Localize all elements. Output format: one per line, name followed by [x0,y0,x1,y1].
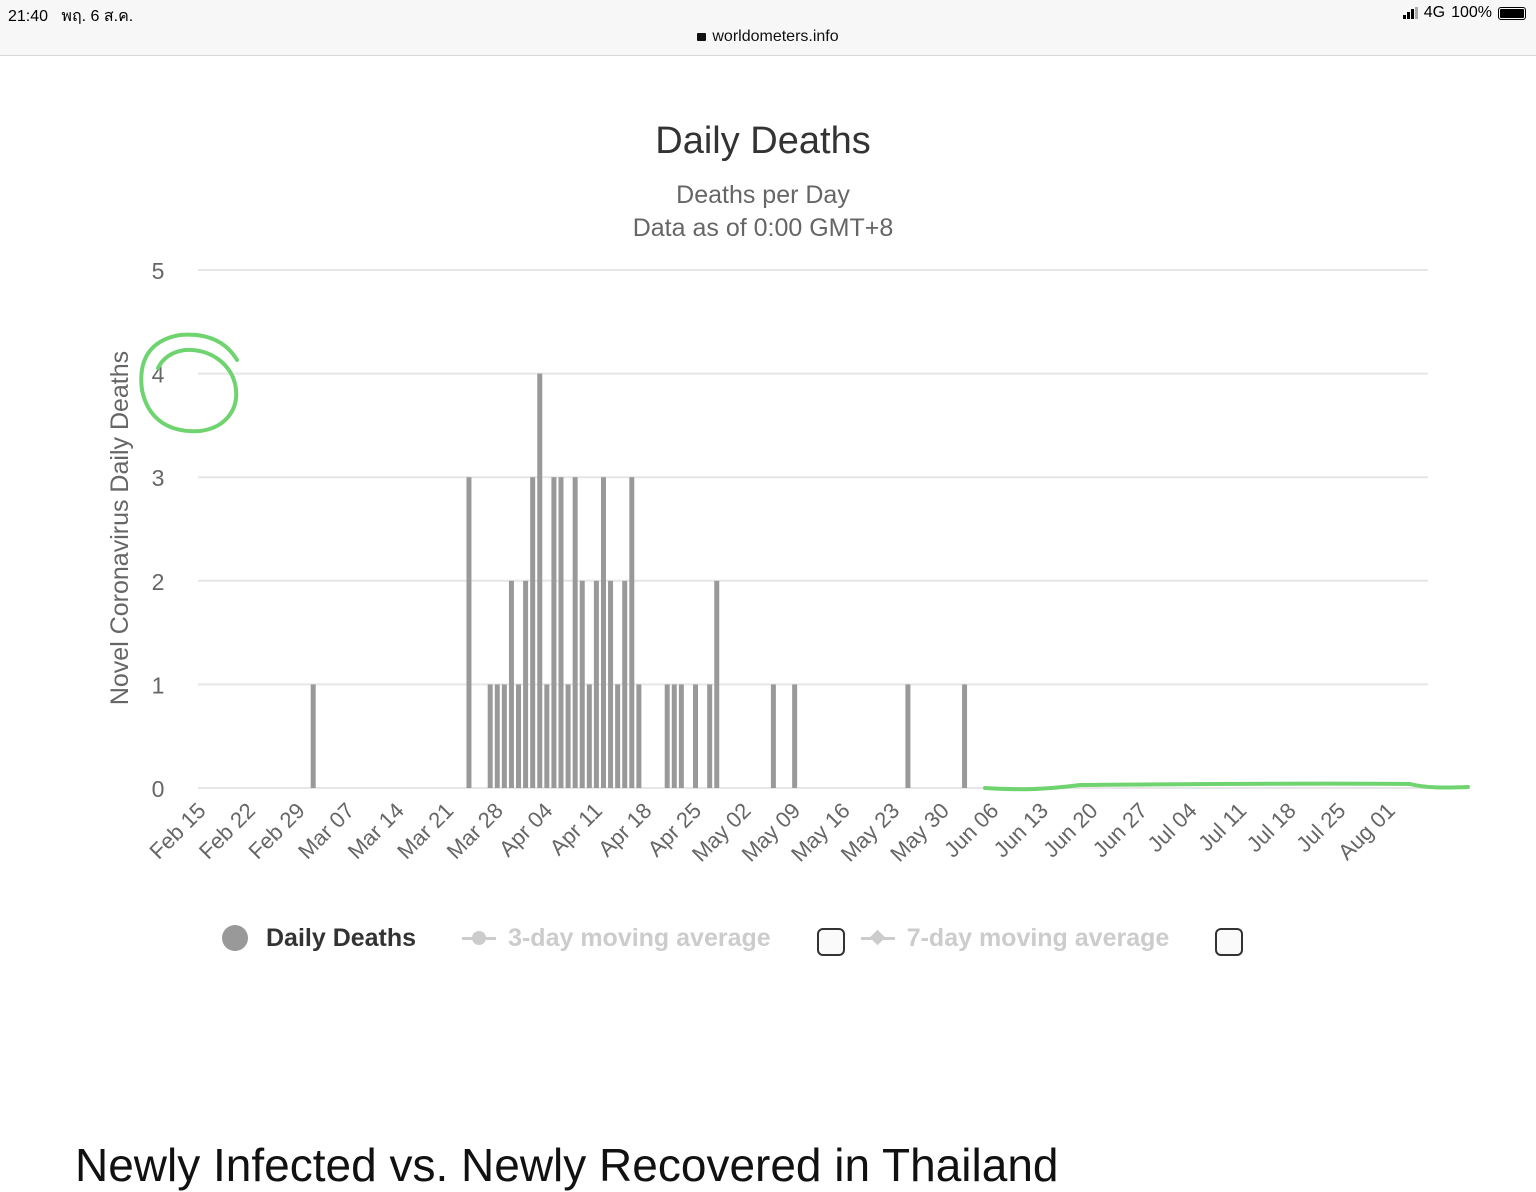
x-tick-label: Jun 20 [1038,798,1102,862]
legend-label: Daily Deaths [266,923,417,952]
address-bar[interactable]: worldometers.info [0,28,1536,46]
legend-7day-average[interactable]: 7-day moving average [860,923,1170,953]
x-tick-label: Mar 28 [442,798,508,864]
handwritten-annotations [139,332,1470,792]
y-tick-label: 3 [152,465,165,491]
bar-2020-04-22[interactable] [678,684,684,788]
bar-2020-04-10[interactable] [593,580,599,788]
legend-dot-icon [222,925,248,951]
bar-2020-05-08[interactable] [792,684,798,788]
x-tick-label: Apr 18 [593,798,657,862]
bar-2020-05-05[interactable] [770,684,776,788]
x-tick-label: Jun 13 [989,798,1053,862]
x-tick-label: Jun 27 [1088,798,1152,862]
legend-daily-deaths[interactable]: Daily Deaths [222,924,416,953]
bar-2020-06-01[interactable] [962,684,968,788]
chart-data-date: Data as of 0:00 GMT+8 [632,214,894,242]
bar-2020-04-21[interactable] [671,684,677,788]
chart-subtitle: Deaths per Day [676,181,850,209]
bar-2020-03-28[interactable] [501,684,507,788]
x-tick-label: Jun 06 [939,798,1003,862]
battery-percent: 100% [1451,4,1492,21]
bar-2020-03-29[interactable] [508,580,514,788]
bar-2020-04-02[interactable] [537,373,543,788]
legend-label: 3-day moving average [508,923,771,952]
bar-2020-04-13[interactable] [615,684,621,788]
y-tick-label: 1 [152,672,165,698]
annotation-zero-line [983,781,1470,792]
network-type: 4G [1423,4,1446,21]
bar-2020-04-04[interactable] [551,477,557,788]
battery-icon [1498,6,1526,20]
y-axis-title: Novel Coronavirus Daily Deaths [106,351,134,705]
legend-line-diamond-icon [860,925,895,951]
bar-2020-03-26[interactable] [487,684,493,788]
status-time: 21:40 พฤ. 6 ส.ค. [8,4,133,29]
bar-2020-04-15[interactable] [629,477,635,788]
bar-2020-04-06[interactable] [565,684,571,788]
bar-2020-04-08[interactable] [579,580,585,788]
bar-2020-04-24[interactable] [693,684,699,788]
bar-2020-03-01[interactable] [310,684,316,788]
lock-icon [697,33,707,41]
url-text: worldometers.info [712,28,839,45]
bar-2020-03-23[interactable] [466,477,472,788]
x-tick-label: Jul 11 [1193,798,1251,856]
next-section-heading: Newly Infected vs. Newly Recovered in Th… [75,1139,1059,1191]
bar-2020-04-05[interactable] [558,477,564,788]
bar-2020-04-16[interactable] [636,684,642,788]
x-tick-label: Jul 04 [1143,798,1202,857]
bar-2020-04-03[interactable] [544,684,550,788]
legend-label: 7-day moving average [906,923,1170,952]
bar-2020-04-20[interactable] [664,684,670,788]
clock: 21:40 [8,8,49,25]
bar-2020-04-14[interactable] [622,580,628,788]
checkbox-3day-average[interactable] [816,928,845,956]
bar-2020-04-01[interactable] [530,477,536,788]
bar-2020-03-30[interactable] [516,684,522,788]
bar-2020-03-31[interactable] [523,580,529,788]
legend-3day-average[interactable]: 3-day moving average [462,924,771,953]
status-indicators: 4G 100% [1402,4,1526,22]
x-tick-label: Apr 11 [545,798,607,860]
bar-2020-04-27[interactable] [714,580,720,788]
bar-2020-05-24[interactable] [905,684,911,788]
x-tick-label: Jul 18 [1242,798,1301,857]
chart-legend: Daily Deaths 3-day moving average 7-day … [222,920,1244,956]
bar-2020-04-09[interactable] [586,684,592,788]
status-date: พฤ. 6 ส.ค. [61,8,134,25]
signal-icon [1402,7,1418,19]
status-bar: 21:40 พฤ. 6 ส.ค. 4G 100% worldometers.in… [0,0,1536,56]
bar-2020-04-07[interactable] [572,477,578,788]
y-tick-label: 2 [152,569,165,595]
legend-line-circle-icon [462,925,497,951]
bar-2020-04-26[interactable] [707,684,713,788]
bar-2020-03-27[interactable] [494,684,500,788]
annotation-circle [139,332,239,434]
chart-title: Daily Deaths [655,120,871,162]
x-tick-label: Aug 01 [1333,798,1400,865]
y-tick-label: 5 [152,258,165,284]
y-tick-label: 0 [152,776,165,802]
y-tick-label: 4 [152,362,165,388]
bar-2020-04-12[interactable] [608,580,614,788]
checkbox-7day-average[interactable] [1215,928,1244,956]
x-tick-label: Apr 04 [494,798,558,862]
bar-2020-04-11[interactable] [600,477,606,788]
